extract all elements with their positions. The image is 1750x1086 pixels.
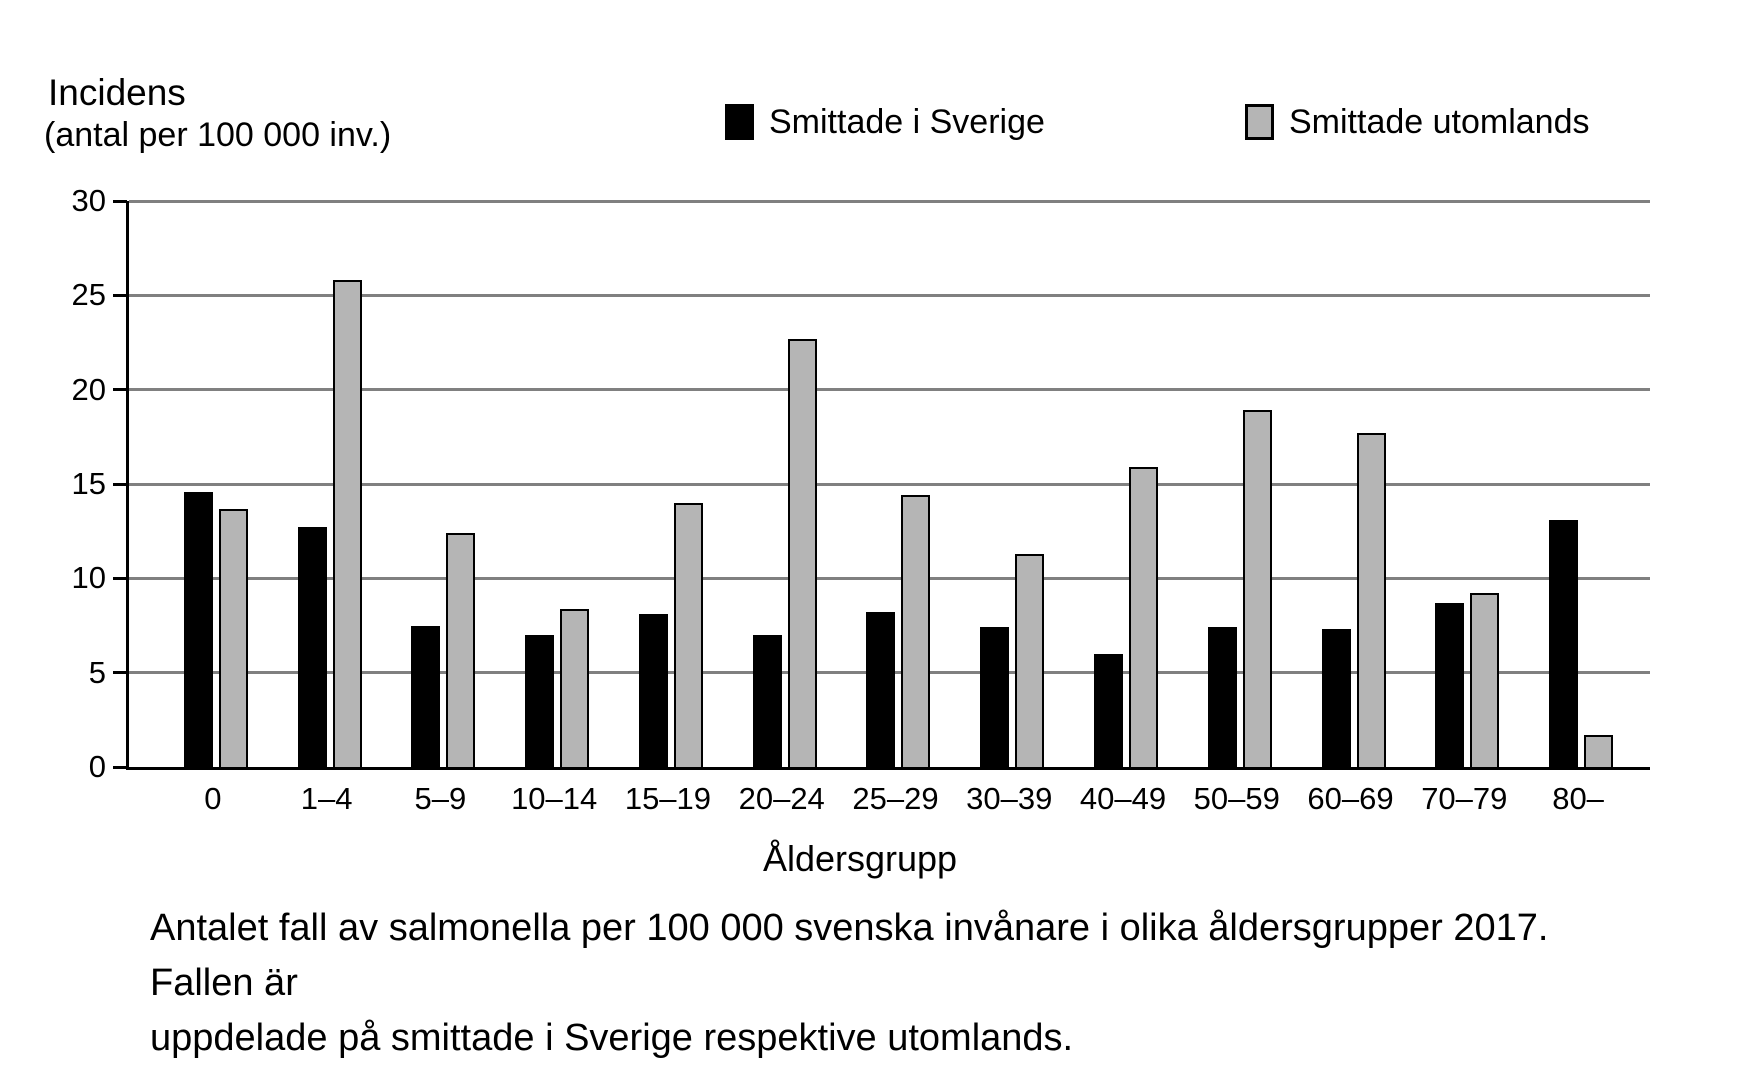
legend-item-sverige: Smittade i Sverige [725,100,1045,144]
y-tick-label-30: 30 [71,183,106,218]
y-tick-label-20: 20 [71,371,106,407]
bar-sverige-40–49 [1094,653,1123,767]
x-tick-label-60–69: 60–69 [1307,781,1394,816]
bar-utomlands-20–24 [787,338,817,767]
x-tick-label-80–: 80– [1552,781,1604,816]
bar-group-1–4 [273,280,387,767]
gridline-15 [129,482,1650,486]
bar-group-25–29 [842,495,956,767]
bar-utomlands-0 [218,508,248,767]
legend-swatch-sverige [725,104,754,140]
bar-sverige-15–19 [638,614,668,767]
legend-item-utomlands: Smittade utomlands [1245,100,1590,144]
bar-group-80– [1524,519,1638,767]
bar-sverige-5–9 [411,625,441,767]
y-tick-30 [113,199,127,203]
bar-group-15–19 [614,502,728,767]
bar-utomlands-30–39 [1015,553,1045,767]
legend-label-utomlands: Smittade utomlands [1289,102,1590,141]
bar-sverige-50–59 [1207,627,1237,767]
plot-area [113,199,1650,770]
y-tick-0 [113,765,127,769]
gridline-30 [129,199,1650,203]
bar-sverige-10–14 [525,634,555,767]
y-tick-15 [113,482,127,486]
y-tick-label-5: 5 [88,654,106,690]
x-tick-label-5–9: 5–9 [414,781,467,816]
bar-sverige-80– [1549,519,1579,767]
gridline-10 [129,576,1650,580]
bar-utomlands-80– [1584,734,1614,767]
gridline-25 [129,293,1650,297]
bar-utomlands-60–69 [1356,433,1386,767]
legend-swatch-utomlands [1245,104,1274,140]
y-tick-10 [113,576,127,580]
bar-utomlands-70–79 [1470,593,1500,767]
y-tick-5 [113,671,127,675]
x-tick-label-25–29: 25–29 [852,781,939,816]
bar-sverige-20–24 [752,634,782,767]
y-tick-label-25: 25 [71,277,106,313]
bar-utomlands-5–9 [446,533,476,767]
bar-sverige-25–29 [866,612,896,767]
gridline-20 [129,388,1650,392]
bars-row [129,201,1650,767]
y-tick-label-10: 10 [71,560,106,596]
x-tick-label-20–24: 20–24 [738,781,825,816]
bar-utomlands-50–59 [1242,410,1272,767]
bar-utomlands-15–19 [673,502,703,767]
bar-group-20–24 [728,338,842,767]
bar-utomlands-1–4 [332,280,362,767]
x-tick-label-50–59: 50–59 [1193,781,1280,816]
bar-utomlands-10–14 [560,608,590,767]
bar-sverige-60–69 [1321,629,1351,767]
x-tick-label-10–14: 10–14 [511,781,598,816]
bar-group-10–14 [500,608,614,767]
caption-line-2: uppdelade på smittade i Sverige respekti… [150,1017,1074,1060]
bar-sverige-30–39 [980,627,1010,767]
y-tick-20 [113,388,127,392]
y-tick-25 [113,293,127,297]
bar-group-40–49 [1069,467,1183,767]
x-axis-title: Åldersgrupp [762,838,958,879]
legend-label-sverige: Smittade i Sverige [769,102,1045,141]
caption-line-1: Antalet fall av salmonella per 100 000 s… [150,907,1549,1005]
y-axis-subtitle: (antal per 100 000 inv.) [44,116,392,154]
x-tick-label-40–49: 40–49 [1079,781,1167,816]
x-tick-label-1–4: 1–4 [300,781,353,816]
bar-utomlands-25–29 [901,495,931,767]
y-axis-title: Incidens [48,72,186,113]
bar-group-70–79 [1410,593,1524,767]
x-tick-label-0: 0 [204,781,222,816]
bar-sverige-70–79 [1435,602,1465,767]
y-tick-label-0: 0 [88,749,106,784]
bar-group-5–9 [387,533,501,767]
x-tick-label-30–39: 30–39 [966,781,1053,816]
x-tick-label-70–79: 70–79 [1421,781,1508,816]
bar-sverige-0 [183,491,213,767]
bar-sverige-1–4 [297,527,327,767]
x-tick-label-15–19: 15–19 [624,781,712,816]
caption: Antalet fall av salmonella per 100 000 s… [150,901,1660,1066]
bar-group-30–39 [955,553,1069,767]
x-axis-tick-labels: 0 1–4 5–9 10–14 15–19 20–24 25–29 30–39 40–49 50–… [126,781,1647,817]
y-tick-label-15: 15 [71,466,106,501]
bar-group-50–59 [1183,410,1297,767]
bar-group-0 [159,491,273,767]
bar-group-60–69 [1297,433,1411,767]
bar-utomlands-40–49 [1129,467,1158,767]
